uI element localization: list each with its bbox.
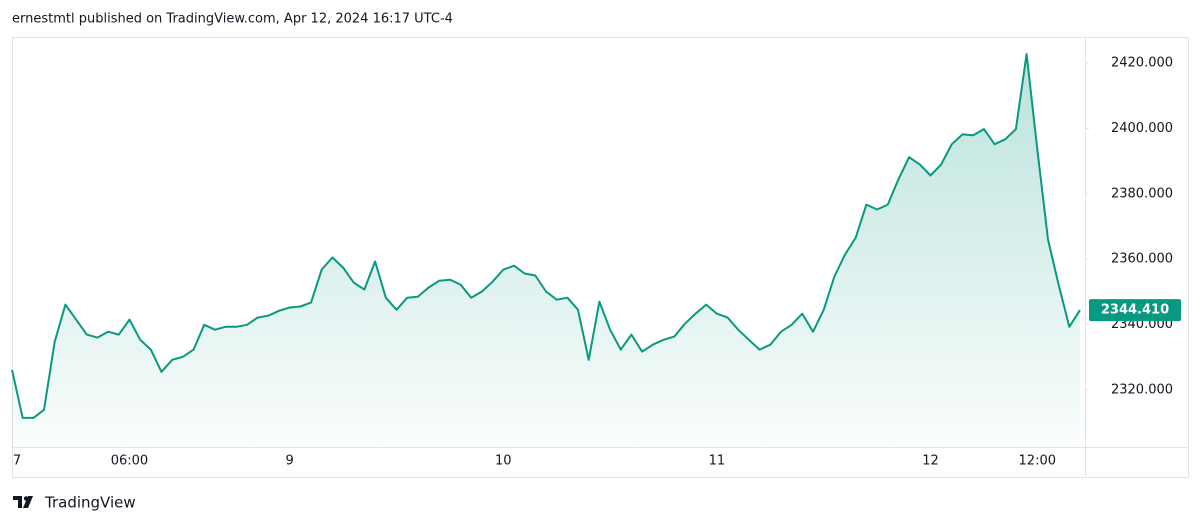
logo-icon — [13, 496, 33, 508]
chart-title: ernestmtl published on TradingView.com, … — [12, 12, 453, 27]
y-tick-label: 2420.000 — [1111, 56, 1173, 71]
y-tick-label: 2400.000 — [1111, 121, 1173, 136]
chart-frame — [12, 37, 1189, 478]
logo-dot — [23, 496, 29, 501]
x-tick-label: 12:00 — [1019, 454, 1056, 469]
y-tick-label: 2380.000 — [1111, 186, 1173, 201]
x-tick-label: 11 — [709, 454, 726, 469]
x-tick-label: 06:00 — [111, 454, 148, 469]
x-tick-label: 9 — [286, 454, 294, 469]
x-tick-label: 12 — [922, 454, 939, 469]
last-price-label: 2344.410 — [1101, 303, 1169, 318]
footer-brand: TradingView — [44, 494, 136, 512]
price-line — [11, 53, 1081, 419]
x-tick-label: 7 — [13, 454, 21, 469]
area-fill — [12, 54, 1080, 447]
logo — [13, 496, 33, 508]
y-tick-label: 2360.000 — [1111, 252, 1173, 267]
last-price-tag — [1089, 299, 1181, 322]
x-tick-label: 10 — [495, 454, 512, 469]
y-tick-label: 2320.000 — [1111, 382, 1173, 397]
